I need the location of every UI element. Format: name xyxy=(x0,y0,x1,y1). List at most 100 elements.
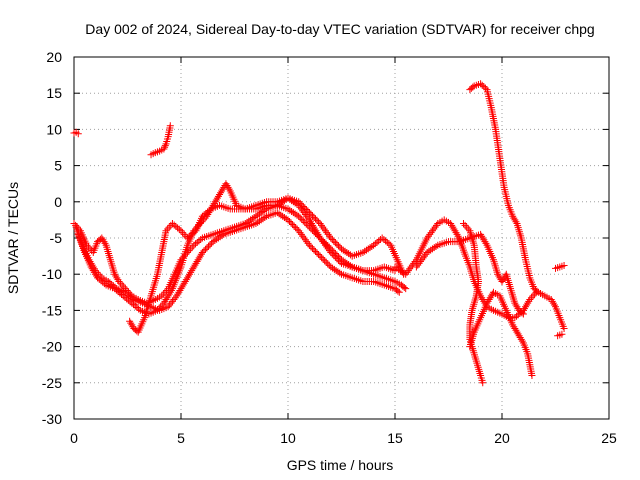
data-point xyxy=(198,212,206,220)
data-point xyxy=(284,194,292,202)
data-point xyxy=(111,270,119,278)
data-point xyxy=(189,265,197,273)
data-point xyxy=(336,258,344,266)
data-point xyxy=(529,292,537,300)
data-point xyxy=(343,248,351,256)
data-point xyxy=(319,223,327,231)
data-point xyxy=(312,247,320,255)
series-arc-12 xyxy=(554,330,566,340)
data-point xyxy=(164,292,172,300)
data-point xyxy=(296,214,304,222)
data-point xyxy=(213,235,221,243)
data-point xyxy=(293,225,301,233)
data-point xyxy=(380,235,388,243)
data-point xyxy=(391,263,399,271)
x-tick-label: 25 xyxy=(601,430,617,446)
data-point xyxy=(519,310,527,318)
data-point xyxy=(373,238,381,246)
data-point xyxy=(252,220,260,228)
data-point xyxy=(303,238,311,246)
data-point xyxy=(448,221,456,229)
data-point xyxy=(479,296,487,304)
data-point xyxy=(174,224,182,232)
data-point xyxy=(114,276,122,284)
data-point xyxy=(481,84,489,92)
data-point xyxy=(402,285,410,293)
data-point xyxy=(341,247,349,255)
y-tick-label: 20 xyxy=(46,49,62,65)
data-point xyxy=(187,245,195,253)
data-point xyxy=(287,219,295,227)
data-point xyxy=(320,225,328,233)
data-point xyxy=(216,233,224,241)
data-point xyxy=(510,214,518,222)
data-point xyxy=(289,198,297,206)
data-point xyxy=(172,222,180,230)
data-point xyxy=(206,241,214,249)
data-point xyxy=(333,240,341,248)
chart-title: Day 002 of 2024, Sidereal Day-to-day VTE… xyxy=(85,21,594,37)
data-point xyxy=(277,211,285,219)
data-point xyxy=(296,203,304,211)
data-point xyxy=(334,242,342,250)
data-point xyxy=(315,232,323,240)
series-arc-8 xyxy=(412,230,527,318)
data-point xyxy=(385,240,393,248)
data-point xyxy=(487,292,495,300)
y-tick-label: 15 xyxy=(46,85,62,101)
data-point xyxy=(254,218,262,226)
data-point xyxy=(463,223,471,231)
data-point xyxy=(196,252,204,260)
data-point xyxy=(184,272,192,280)
data-point xyxy=(432,242,440,250)
data-point xyxy=(453,230,461,238)
series-arc-13 xyxy=(552,262,568,272)
data-point xyxy=(177,285,185,293)
data-point xyxy=(99,278,107,286)
data-point xyxy=(213,194,221,202)
data-point xyxy=(560,325,568,332)
data-point xyxy=(259,215,267,223)
data-point xyxy=(222,180,230,188)
data-point xyxy=(485,296,493,304)
data-point xyxy=(327,234,335,242)
data-point xyxy=(523,301,531,309)
data-point xyxy=(495,272,503,280)
data-point xyxy=(166,301,174,309)
data-point xyxy=(101,239,109,247)
data-point xyxy=(518,309,526,317)
data-point xyxy=(550,301,558,309)
data-point xyxy=(330,252,338,260)
data-point xyxy=(511,314,519,322)
data-point xyxy=(86,245,94,253)
data-point xyxy=(316,234,324,242)
data-point xyxy=(168,220,176,228)
data-point xyxy=(89,267,97,275)
data-point xyxy=(509,321,517,329)
data-point xyxy=(418,256,426,264)
y-tick-label: -25 xyxy=(42,375,62,391)
data-point xyxy=(279,212,287,220)
y-tick-label: 10 xyxy=(46,121,62,137)
data-point xyxy=(515,332,523,340)
data-point xyxy=(167,299,175,307)
data-point xyxy=(161,143,169,151)
data-point xyxy=(330,265,338,273)
data-point xyxy=(427,246,435,254)
data-point xyxy=(245,217,253,225)
data-point xyxy=(300,209,308,217)
data-point xyxy=(284,216,292,224)
data-point xyxy=(218,187,226,195)
data-point xyxy=(214,192,222,200)
data-point xyxy=(370,241,378,249)
data-point xyxy=(129,301,137,309)
data-point xyxy=(459,220,467,228)
data-point xyxy=(166,122,174,130)
data-point xyxy=(426,230,434,238)
series-arc-5 xyxy=(70,128,82,138)
data-point xyxy=(469,83,477,91)
data-point xyxy=(338,245,345,253)
data-point xyxy=(193,258,201,266)
data-point xyxy=(295,227,303,235)
y-tick-label: -5 xyxy=(50,230,63,246)
